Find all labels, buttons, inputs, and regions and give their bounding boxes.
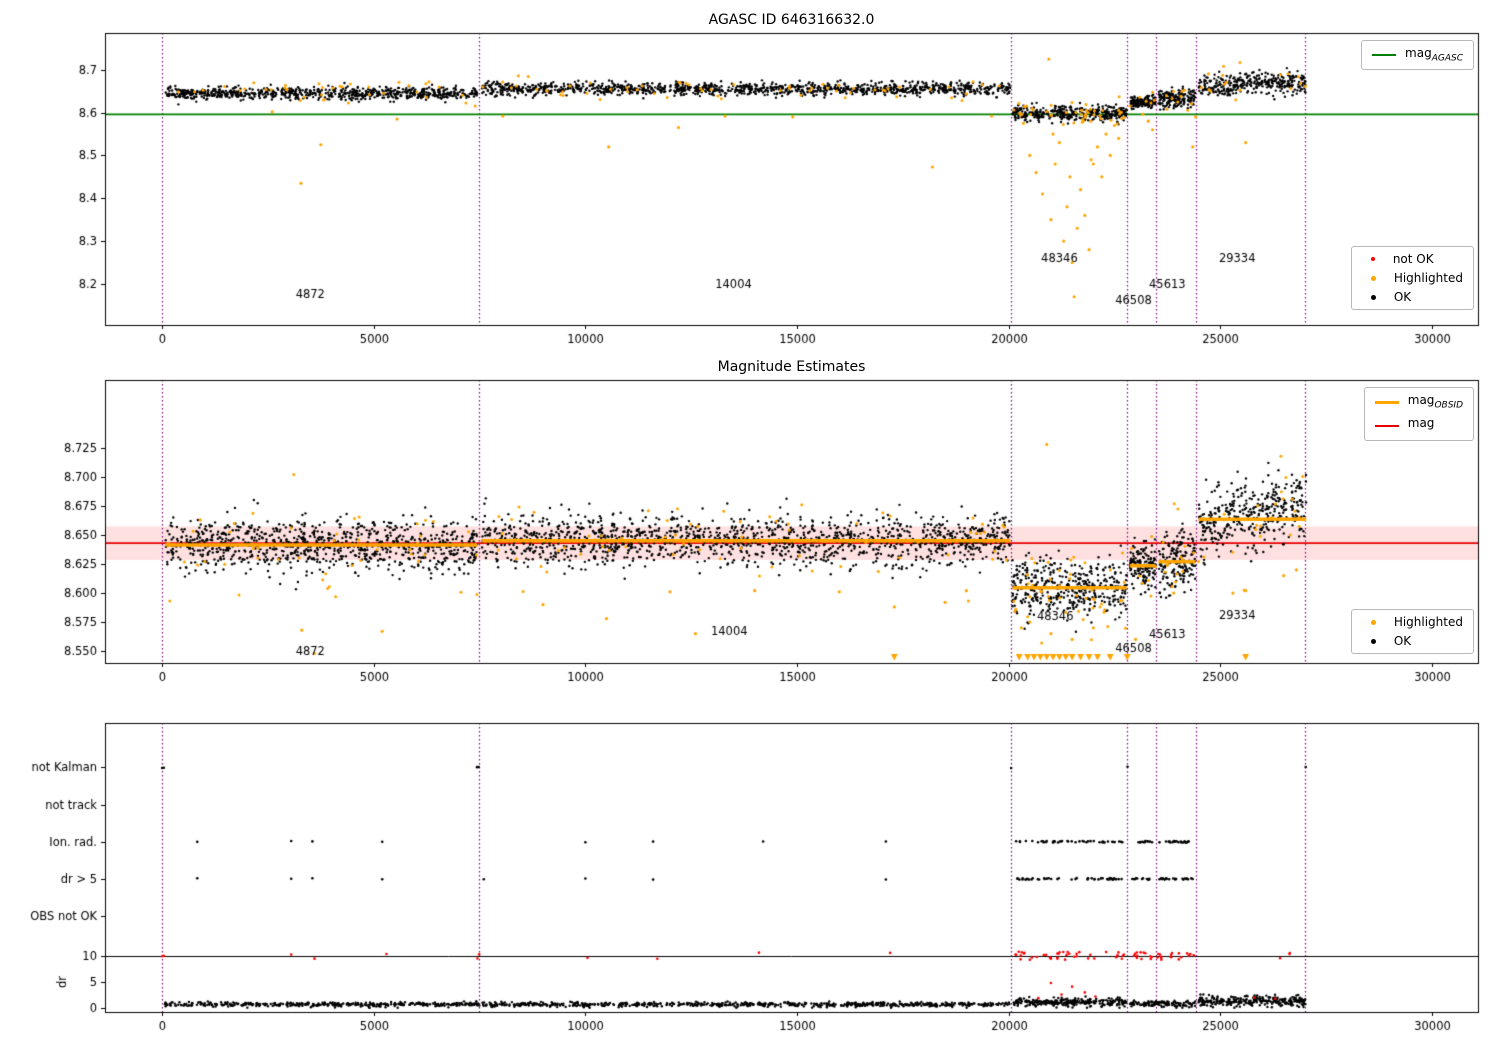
legend-label-highlighted-2: Highlighted	[1393, 615, 1463, 629]
orange-line-sample	[1374, 400, 1399, 404]
legend-label-mag-agasc: magAGASC	[1405, 46, 1463, 64]
legend-label-mag-obsid: magOBSID	[1407, 393, 1463, 411]
legend-entry-mag-obsid: magOBSID	[1374, 393, 1463, 411]
red-line-sample	[1374, 424, 1399, 427]
plot2-line-legend: magOBSID mag	[1363, 387, 1474, 441]
green-line-sample	[1372, 54, 1397, 57]
orange-dot-marker	[1370, 619, 1376, 625]
legend-label-not-ok: not OK	[1392, 252, 1434, 266]
legend-entry-highlighted: Highlighted	[1362, 272, 1463, 284]
legend-entry-mag: mag	[1374, 416, 1463, 433]
red-dot-marker	[1370, 257, 1375, 261]
legend-label-ok: OK	[1393, 290, 1412, 304]
black-dot-marker	[1370, 638, 1376, 644]
plot1-title: AGASC ID 646316632.0	[708, 12, 875, 28]
legend-entry-ok: OK	[1362, 291, 1463, 303]
orange-dot-marker	[1370, 275, 1376, 281]
legend-entry-not-ok: not OK	[1362, 253, 1463, 265]
plot1-marker-legend: not OK Highlighted OK	[1350, 246, 1474, 310]
black-dot-marker	[1370, 294, 1376, 300]
plot1-line-legend: magAGASC	[1361, 40, 1474, 71]
legend-entry-ok-2: OK	[1362, 635, 1463, 647]
legend-label-highlighted: Highlighted	[1393, 271, 1463, 285]
legend-label-mag: mag	[1407, 416, 1435, 431]
legend-entry-mag-agasc: magAGASC	[1372, 47, 1463, 63]
plot2-marker-legend: Highlighted OK	[1350, 609, 1474, 654]
plot2-title: Magnitude Estimates	[717, 359, 866, 375]
legend-entry-highlighted-2: Highlighted	[1362, 616, 1463, 628]
legend-label-ok-2: OK	[1393, 634, 1412, 648]
